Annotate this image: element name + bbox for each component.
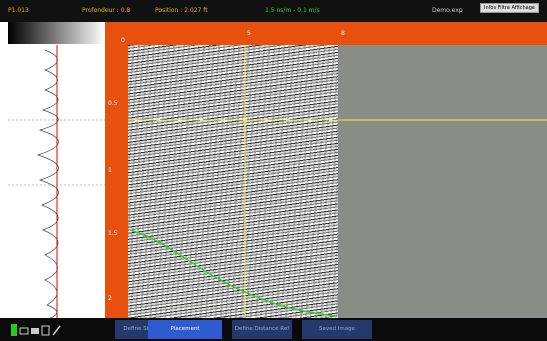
trace-wave <box>38 50 59 318</box>
toolbar-button[interactable]: Placement <box>148 320 222 339</box>
toolbar: Define Start Placement Define Distance R… <box>0 318 547 341</box>
interface-line <box>130 230 336 316</box>
toolbar-button[interactable]: Define Distance Ref <box>232 320 292 339</box>
overlay <box>0 0 547 341</box>
tool-icons[interactable] <box>8 318 68 341</box>
toolbar-button[interactable]: Saved Image <box>302 320 372 339</box>
gpr-app: P1.013 Profondeur : 0.8 Position : 2.027… <box>0 0 547 341</box>
